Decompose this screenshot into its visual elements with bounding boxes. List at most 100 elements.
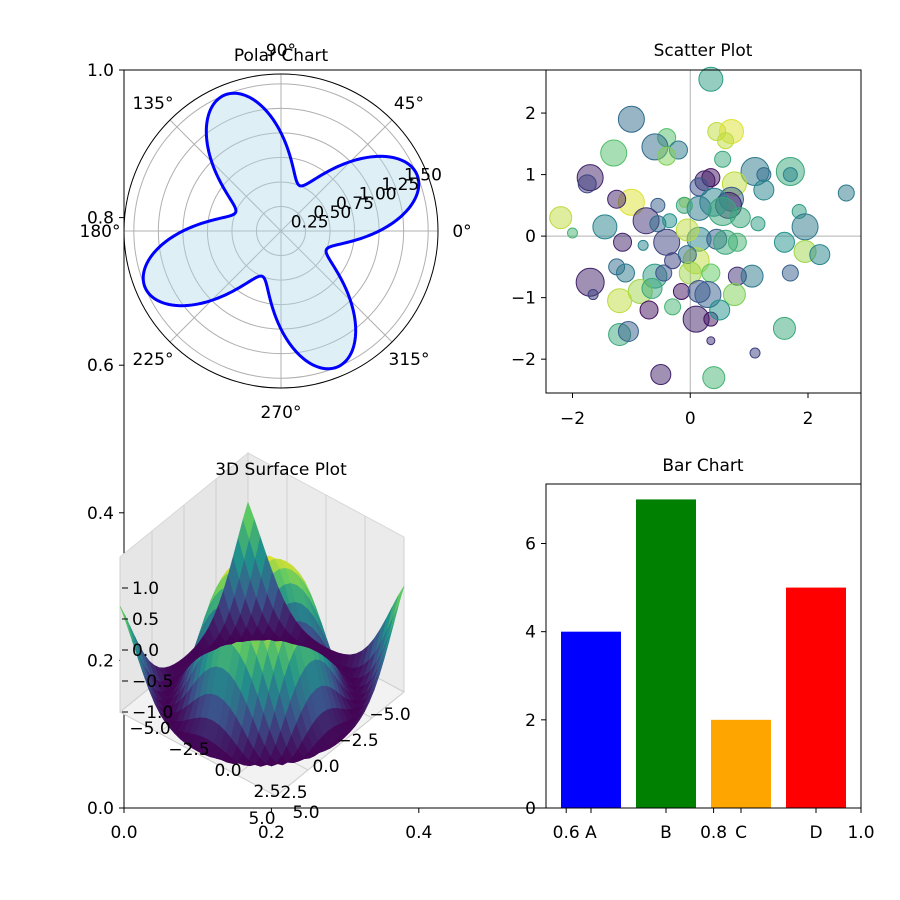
bar-category-label: C (735, 823, 747, 843)
scatter-point (706, 336, 716, 346)
scatter-point (709, 299, 731, 321)
scatter-point (702, 366, 726, 390)
polar-radial-tick-label: 1.50 (404, 166, 442, 186)
background-y-tick-label: 0.2 (87, 651, 114, 671)
scatter-point (689, 177, 709, 197)
surface-3d-plot: −5.0−2.50.02.55.0−5.0−2.50.02.55.0−1.0−0… (119, 451, 411, 829)
scatter-point (615, 263, 635, 283)
bar-category-label: D (809, 823, 822, 843)
polar-chart-title: Polar Chart (234, 46, 329, 66)
scatter-point (600, 139, 628, 167)
polar-radial-tick-label: 0.75 (336, 194, 374, 214)
scatter-point (607, 189, 627, 209)
background-x-tick-label: 0.6 (553, 823, 580, 843)
polar-outer-spine (123, 73, 439, 389)
bar-frame (545, 483, 862, 809)
background-x-tick-label: 0.2 (258, 823, 285, 843)
polar-angle-label: 270° (261, 403, 302, 423)
surface-z-tick-label: −0.5 (132, 672, 173, 692)
polar-radial-tick-label: 1.00 (359, 184, 397, 204)
background-y-tick-label: 0.4 (87, 504, 114, 524)
polar-radial-tick-label: 0.50 (313, 203, 351, 223)
scatter-x-tick-label: 2 (803, 409, 814, 429)
polar-angle-label: 180° (80, 222, 121, 242)
scatter-point (837, 184, 855, 202)
scatter-point (657, 146, 677, 166)
polar-radial-tick-label: 0.25 (291, 213, 329, 233)
surface-y-tick-label: −2.5 (168, 740, 209, 760)
polar-angle-label: 315° (389, 350, 430, 370)
polar-angle-label: 135° (133, 94, 174, 114)
scatter-point (617, 105, 645, 133)
bar-y-tick-label: 0 (525, 799, 536, 819)
surface-plot-title: 3D Surface Plot (215, 460, 347, 480)
scatter-point (650, 197, 666, 213)
scatter-point (655, 264, 673, 282)
bar-c (711, 719, 771, 808)
scatter-point (607, 288, 633, 314)
bar-b (636, 499, 696, 808)
scatter-y-tick-label: −2 (511, 350, 536, 370)
surface-x-tick-label: 0.0 (312, 757, 339, 777)
polar-angle-label: 90° (266, 41, 296, 61)
surface-y-tick-label: 2.5 (253, 782, 280, 802)
scatter-point (749, 347, 761, 359)
polar-angle-label: 0° (452, 222, 471, 242)
scatter-y-tick-label: 0 (525, 227, 536, 247)
bar-a (561, 631, 621, 808)
scatter-point (773, 231, 795, 253)
background-y-tick-label: 0.8 (87, 209, 114, 229)
bar-chart-title: Bar Chart (662, 456, 744, 476)
scatter-x-tick-label: −2 (560, 409, 585, 429)
background-y-tick-label: 0.0 (87, 799, 114, 819)
polar-angular-gridline (280, 230, 393, 343)
scatter-y-tick-label: 2 (525, 104, 536, 124)
bar-d (786, 587, 846, 808)
background-y-tick-label: 0.6 (87, 356, 114, 376)
surface-facet (242, 501, 255, 540)
scatter-point (662, 213, 678, 229)
scatter-point (698, 66, 724, 92)
scatter-point (677, 245, 697, 265)
scatter-point (653, 228, 681, 256)
scatter-point (740, 264, 764, 288)
surface-gridline (119, 711, 277, 797)
bar-category-label: A (585, 823, 597, 843)
scatter-point (791, 213, 819, 241)
polar-angular-gridline (169, 230, 282, 343)
scatter-point (639, 300, 659, 320)
scatter-y-tick-label: 1 (525, 166, 536, 186)
polar-radial-tick-label: 1.25 (381, 175, 419, 195)
surface-x-tick-label: 5.0 (248, 809, 275, 829)
scatter-point (549, 206, 573, 230)
scatter-point (664, 298, 682, 316)
scatter-point (678, 261, 702, 285)
polar-angle-label: 45° (394, 94, 424, 114)
surface-x-tick-label: −5.0 (369, 705, 410, 725)
bar-y-tick-label: 6 (525, 535, 536, 555)
surface-x-tick-label: 2.5 (280, 783, 307, 803)
bar-y-tick-label: 2 (525, 711, 536, 731)
bar-chart: A B C D 0 2 4 6 Bar Chart (525, 456, 862, 843)
scatter-point (809, 244, 831, 266)
surface-z-tick-label: −1.0 (132, 703, 173, 723)
polar-angle-label: 225° (133, 350, 174, 370)
scatter-point (675, 218, 699, 242)
scatter-point (714, 150, 732, 168)
scatter-frame (545, 69, 862, 394)
scatter-point (675, 196, 693, 214)
scatter-point (772, 316, 796, 340)
scatter-plot: −2 0 2 −2 −1 0 1 2 Scatter Plot (511, 41, 862, 429)
scatter-point (672, 282, 690, 300)
scatter-y-tick-label: −1 (511, 289, 536, 309)
scatter-point (637, 239, 649, 251)
bar-y-tick-label: 4 (525, 623, 536, 643)
scatter-point (722, 283, 746, 307)
scatter-point (727, 232, 747, 252)
background-axes: 0.0 0.2 0.4 0.6 0.8 1.0 0.0 0.2 0.4 0.6 0.8 1.0 (87, 61, 875, 843)
scatter-point (701, 263, 721, 283)
scatter-point (617, 320, 639, 342)
background-x-tick-label: 1.0 (847, 823, 874, 843)
polar-curve (141, 91, 421, 371)
scatter-point (592, 214, 618, 240)
